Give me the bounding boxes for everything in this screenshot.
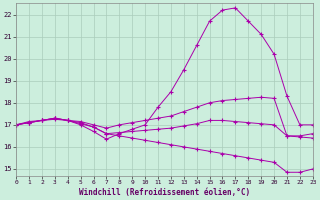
X-axis label: Windchill (Refroidissement éolien,°C): Windchill (Refroidissement éolien,°C)	[79, 188, 250, 197]
